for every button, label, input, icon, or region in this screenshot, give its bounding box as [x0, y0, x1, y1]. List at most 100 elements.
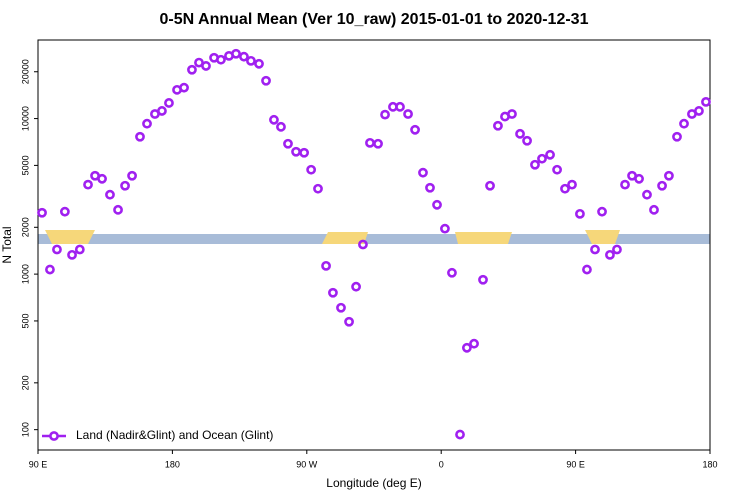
- point: [634, 173, 644, 184]
- point: [120, 180, 130, 191]
- point: [113, 204, 123, 215]
- point: [485, 180, 495, 191]
- y-tick-label: 10000: [20, 106, 30, 131]
- point: [336, 302, 346, 313]
- x-tick-label: 90 W: [296, 459, 318, 469]
- point: [328, 287, 338, 298]
- point: [605, 249, 615, 260]
- point: [461, 342, 472, 353]
- y-tick-label: 2000: [20, 217, 30, 237]
- point: [447, 267, 457, 278]
- legend-label: Land (Nadir&Glint) and Ocean (Glint): [76, 428, 273, 442]
- point: [469, 338, 479, 349]
- point: [261, 75, 271, 86]
- y-tick-label: 100: [20, 422, 30, 437]
- point: [321, 260, 331, 271]
- point: [701, 96, 711, 107]
- point: [313, 183, 323, 194]
- point: [455, 429, 465, 440]
- point: [478, 274, 488, 285]
- point: [269, 114, 279, 125]
- point: [299, 147, 310, 158]
- point: [545, 149, 555, 160]
- point: [105, 189, 115, 200]
- point: [373, 138, 383, 149]
- legend-marker: [49, 431, 59, 441]
- x-tick-label: 90 E: [566, 459, 585, 469]
- point: [37, 207, 47, 218]
- point: [672, 131, 682, 142]
- point: [179, 82, 189, 93]
- point: [246, 55, 256, 66]
- x-tick-label: 180: [702, 459, 717, 469]
- point: [216, 54, 226, 65]
- point: [425, 182, 435, 193]
- point: [83, 179, 93, 190]
- point: [239, 51, 249, 62]
- plot-frame: [37, 39, 711, 451]
- point: [74, 244, 85, 255]
- point: [612, 244, 622, 255]
- point: [395, 101, 405, 112]
- point: [432, 199, 442, 210]
- y-tick-label: 200: [20, 375, 30, 390]
- point: [418, 167, 428, 178]
- y-tick-label: 1000: [20, 264, 30, 284]
- x-axis-label: Longitude (deg E): [326, 476, 421, 490]
- point: [97, 173, 107, 184]
- point: [142, 118, 152, 129]
- point: [59, 206, 70, 217]
- point: [649, 204, 659, 215]
- point: [620, 179, 630, 190]
- point: [522, 135, 532, 146]
- legend: Land (Nadir&Glint) and Ocean (Glint): [42, 428, 273, 442]
- x-tick-label: 180: [165, 459, 180, 469]
- point: [664, 170, 674, 181]
- point: [283, 138, 293, 149]
- point: [306, 164, 317, 175]
- y-tick-label: 500: [20, 313, 30, 328]
- point: [403, 109, 413, 119]
- point: [135, 131, 145, 142]
- point: [597, 206, 607, 217]
- point: [254, 58, 264, 69]
- point: [351, 281, 361, 292]
- point: [440, 223, 450, 234]
- point: [410, 124, 420, 135]
- point: [530, 159, 540, 170]
- point: [582, 264, 592, 275]
- y-axis-label: N Total: [0, 226, 14, 263]
- x-tick-label: 90 E: [29, 459, 48, 469]
- point: [657, 180, 667, 191]
- point: [291, 146, 301, 157]
- point: [590, 244, 600, 255]
- point: [187, 64, 197, 75]
- point: [515, 128, 525, 139]
- point: [537, 153, 547, 164]
- point: [201, 61, 211, 71]
- point: [560, 183, 570, 194]
- y-tick-label: 20000: [20, 59, 30, 84]
- point: [365, 137, 375, 148]
- surface-band: [38, 230, 710, 244]
- point: [642, 189, 652, 200]
- point: [575, 208, 585, 219]
- point: [127, 170, 137, 181]
- point: [552, 164, 562, 175]
- point: [45, 264, 55, 275]
- point: [231, 48, 241, 59]
- chart-title: 0-5N Annual Mean (Ver 10_raw) 2015-01-01…: [160, 11, 589, 28]
- point: [164, 98, 174, 108]
- point: [679, 118, 689, 129]
- point: [157, 106, 167, 116]
- point: [276, 121, 286, 132]
- y-tick-label: 5000: [20, 155, 30, 175]
- point: [52, 244, 62, 255]
- point: [358, 239, 368, 250]
- point: [344, 316, 354, 327]
- point: [493, 120, 503, 131]
- point: [567, 179, 577, 190]
- point: [507, 109, 517, 119]
- point: [67, 249, 77, 260]
